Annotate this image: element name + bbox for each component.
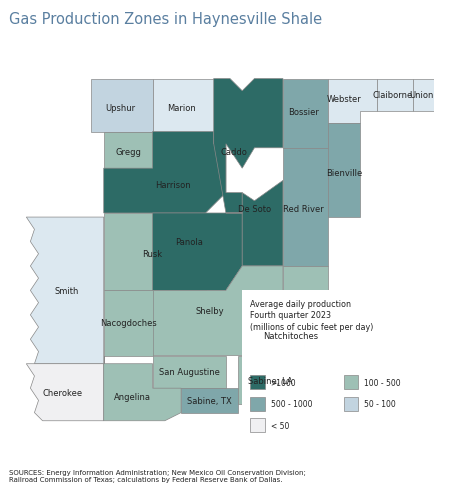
Text: Angelina: Angelina (113, 392, 151, 401)
Text: Red River: Red River (282, 205, 323, 214)
Polygon shape (26, 364, 103, 421)
Text: Panola: Panola (175, 238, 203, 246)
Bar (242, 291, 433, 445)
Text: Bossier: Bossier (287, 107, 318, 116)
Bar (250, 418, 264, 433)
Text: Shelby: Shelby (195, 307, 224, 316)
Polygon shape (103, 213, 205, 291)
Text: San Augustine: San Augustine (158, 368, 219, 377)
Polygon shape (103, 132, 152, 169)
Text: Webster: Webster (326, 95, 361, 104)
Text: >1000: >1000 (270, 378, 296, 387)
Polygon shape (282, 79, 327, 149)
Bar (343, 397, 358, 411)
Text: Upshur: Upshur (105, 104, 135, 112)
Text: Harrison: Harrison (155, 181, 190, 190)
Text: 500 - 1000: 500 - 1000 (270, 399, 312, 408)
Polygon shape (152, 79, 213, 132)
Text: Natchitoches: Natchitoches (263, 331, 318, 340)
Polygon shape (103, 364, 181, 421)
Bar (250, 397, 264, 411)
Text: De Soto: De Soto (237, 205, 270, 214)
Text: Rusk: Rusk (142, 250, 162, 258)
Text: SOURCES: Energy Information Administration; New Mexico Oil Conservation Division: SOURCES: Energy Information Administrati… (9, 469, 305, 482)
Text: Sabine, LA: Sabine, LA (248, 376, 292, 385)
Polygon shape (26, 218, 103, 364)
Polygon shape (413, 79, 433, 112)
Polygon shape (327, 79, 376, 124)
Text: 100 - 500: 100 - 500 (364, 378, 400, 387)
Polygon shape (238, 356, 254, 405)
Text: 50 - 100: 50 - 100 (364, 399, 395, 408)
Text: Caddo: Caddo (220, 148, 247, 157)
Polygon shape (225, 181, 282, 266)
Bar (250, 375, 264, 389)
Polygon shape (254, 266, 327, 405)
Text: Cherokee: Cherokee (43, 388, 83, 397)
Text: Gregg: Gregg (115, 148, 141, 157)
Polygon shape (103, 291, 152, 364)
Text: Claiborne: Claiborne (372, 91, 412, 100)
Polygon shape (327, 124, 359, 218)
Text: Gas Production Zones in Haynesville Shale: Gas Production Zones in Haynesville Shal… (9, 12, 322, 27)
Text: < 50: < 50 (270, 421, 289, 430)
Text: Bienville: Bienville (325, 168, 361, 177)
Polygon shape (282, 149, 327, 266)
Polygon shape (376, 79, 413, 112)
Polygon shape (152, 356, 225, 388)
Polygon shape (91, 79, 152, 132)
Text: Marion: Marion (166, 104, 195, 112)
Text: Nacogdoches: Nacogdoches (100, 319, 156, 328)
Text: Average daily production
Fourth quarter 2023
(millions of cubic feet per day): Average daily production Fourth quarter … (250, 299, 373, 332)
Text: Smith: Smith (55, 287, 79, 295)
Polygon shape (181, 388, 238, 413)
Text: Sabine, TX: Sabine, TX (187, 396, 231, 405)
Bar (343, 375, 358, 389)
Polygon shape (213, 79, 282, 213)
Text: Union: Union (409, 91, 433, 100)
Polygon shape (152, 213, 242, 291)
Polygon shape (103, 132, 225, 213)
Polygon shape (152, 266, 282, 356)
